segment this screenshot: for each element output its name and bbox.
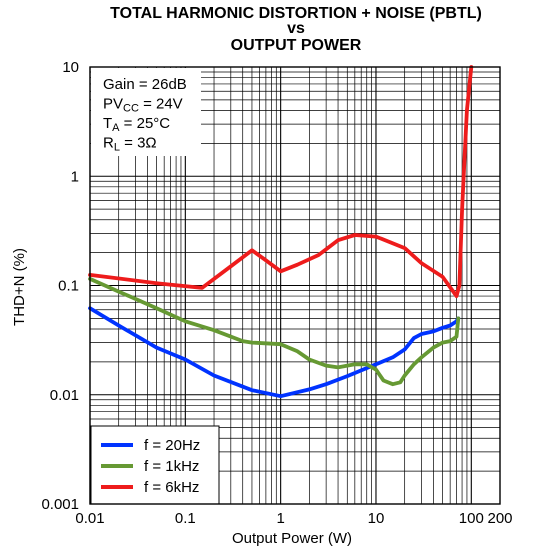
chart-title-line-3: OUTPUT POWER (231, 37, 362, 54)
y-axis-label: THD+N (%) (11, 248, 28, 326)
x-axis-tick-labels: 0.01 0.1 1 10 100 200 (75, 510, 512, 527)
y-tick-label: 0.1 (58, 278, 79, 295)
plot-area-border (89, 66, 501, 505)
x-axis-label: Output Power (W) (232, 530, 352, 547)
y-axis-tick-labels: 0.001 0.01 0.1 1 10 (41, 59, 79, 513)
x-tick-label: 200 (487, 510, 512, 527)
y-tick-label: 1 (71, 168, 79, 185)
legend: f = 20Hz f = 1kHz f = 6kHz (90, 425, 220, 505)
x-tick-label: 0.1 (175, 510, 196, 527)
series-line-3 (88, 65, 474, 299)
series-line-2 (88, 276, 461, 387)
x-tick-label: 10 (368, 510, 385, 527)
y-tick-label: 10 (62, 59, 79, 76)
chart-title-line-1: TOTAL HARMONIC DISTORTION + NOISE (PBTL) (110, 5, 482, 22)
data-series (88, 65, 474, 399)
condition-ta: TA = 25°C (103, 115, 170, 134)
conditions-box (91, 68, 201, 156)
condition-rl: RL = 3Ω (103, 135, 157, 154)
y-tick-label: 0.001 (41, 496, 79, 513)
legend-label-2: f = 1kHz (144, 458, 199, 475)
condition-pvcc: PVCC = 24V (103, 96, 183, 115)
chart-title-line-2: vs (287, 20, 305, 37)
y-tick-label: 0.01 (50, 387, 79, 404)
chart-title: TOTAL HARMONIC DISTORTION + NOISE (PBTL)… (110, 5, 482, 54)
x-tick-label: 1 (276, 510, 284, 527)
condition-gain: Gain = 26dB (103, 76, 187, 93)
x-tick-label: 100 (459, 510, 484, 527)
series-line-1 (88, 306, 461, 399)
legend-label-1: f = 20Hz (144, 437, 200, 454)
legend-label-3: f = 6kHz (144, 479, 199, 496)
x-tick-label: 0.01 (75, 510, 104, 527)
